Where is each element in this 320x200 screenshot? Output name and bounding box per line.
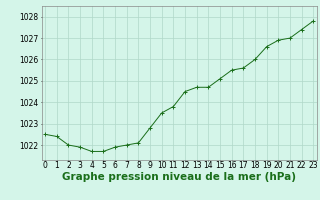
X-axis label: Graphe pression niveau de la mer (hPa): Graphe pression niveau de la mer (hPa)	[62, 172, 296, 182]
